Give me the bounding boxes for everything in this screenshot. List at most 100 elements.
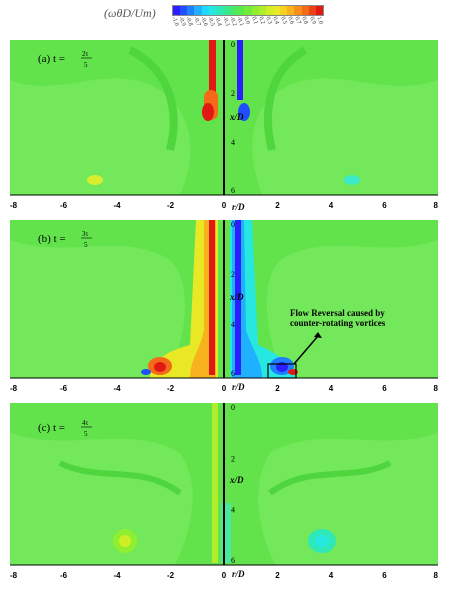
vortex-blob	[87, 175, 103, 185]
colorbar-swatch	[180, 6, 188, 15]
colorbar-swatch	[237, 6, 245, 15]
y-tick-label: 2	[231, 89, 235, 98]
colorbar	[172, 5, 324, 16]
panel-a: -8 -6 -4 -2 0 2 4 6 8 0 2 4 6 r/D x/D (a) t = 2τ 5	[10, 40, 439, 212]
x-tick-label: 8	[434, 384, 439, 393]
y-tick-label: 4	[231, 138, 235, 147]
panel-label: (c) t = 4τ 5	[38, 419, 92, 438]
y-tick-label: 0	[231, 403, 235, 412]
colorbar-swatch	[194, 6, 202, 15]
shear-layer-positive	[209, 220, 215, 375]
x-tick-label: -4	[113, 384, 121, 393]
shear-layer-negative	[221, 503, 231, 563]
vortex-blob	[344, 175, 360, 185]
annotation-line-1: Flow Reversal caused by	[290, 308, 385, 318]
x-tick-label: 8	[434, 201, 439, 210]
x-tick-label: 0	[222, 201, 227, 210]
x-tick-labels: -8 -6 -4 -2 0 2 4 6 8	[10, 201, 439, 210]
contour-band	[268, 460, 392, 496]
svg-text:4τ: 4τ	[82, 419, 89, 427]
x-tick-label: -8	[10, 384, 18, 393]
y-axis-label: x/D	[229, 475, 244, 485]
contour-region	[252, 78, 438, 195]
x-tick-label: 6	[382, 201, 387, 210]
vortex-core-negative	[238, 103, 250, 121]
colorbar-swatch	[222, 6, 231, 15]
flow-reversal-annotation: Flow Reversal caused by counter-rotating…	[290, 308, 385, 328]
x-tick-label: 0	[222, 384, 227, 393]
x-tick-label: -2	[167, 201, 175, 210]
vortex-core-positive	[202, 103, 214, 121]
shear-layer-negative	[235, 220, 241, 375]
contour-band	[58, 460, 182, 496]
colorbar-swatch	[173, 6, 181, 15]
colorbar-ticks: -1.0 -0.9 -0.8 -0.7 -0.6 -0.5 -0.4 -0.3 -0.2 -0.1…	[170, 16, 324, 42]
y-tick-label: 4	[231, 506, 235, 515]
y-tick-labels: 0 2 4 6	[231, 40, 235, 195]
svg-text:5: 5	[84, 430, 88, 438]
y-tick-label: 2	[231, 454, 235, 463]
svg-text:5: 5	[84, 241, 88, 249]
colorbar-swatch	[208, 6, 216, 15]
contour-region	[258, 433, 438, 565]
shear-layer-negative	[237, 40, 243, 100]
contour-region	[10, 433, 193, 565]
y-tick-label: 0	[231, 40, 235, 49]
x-axis-label: r/D	[232, 202, 245, 212]
x-tick-label: -8	[10, 571, 18, 580]
shear-layer-positive	[209, 40, 216, 100]
colorbar-tick-label: 1.0	[315, 16, 324, 26]
arrow-head	[314, 332, 322, 338]
x-axis-label: r/D	[232, 569, 245, 579]
x-tick-label: -6	[60, 571, 68, 580]
svg-text:(a) t =: (a) t =	[38, 53, 65, 65]
x-tick-label: 2	[275, 384, 280, 393]
colorbar-swatch	[294, 6, 302, 15]
x-tick-label: -6	[60, 201, 68, 210]
vortex-blob	[119, 535, 131, 547]
svg-text:(c) t =: (c) t =	[38, 422, 65, 434]
panel-b: -8 -6 -4 -2 0 2 4 6 8 0 2 4 6 r/D x/D (b) t = 3τ 5	[10, 220, 439, 393]
y-tick-label: 6	[231, 186, 235, 195]
colorbar-swatch	[272, 6, 281, 15]
colorbar-swatch	[308, 6, 316, 15]
y-tick-labels: 0 2 4 6	[231, 403, 235, 565]
x-tick-label: 4	[329, 201, 334, 210]
colorbar-swatch	[215, 6, 223, 15]
x-tick-label: 4	[329, 384, 334, 393]
vortex-core-positive	[154, 362, 166, 372]
x-tick-label: 6	[382, 571, 387, 580]
colorbar-label: (ωθD/Um)	[104, 6, 156, 20]
secondary-vortex	[141, 369, 151, 375]
y-tick-label: 6	[231, 369, 235, 378]
y-tick-label: 4	[231, 320, 235, 329]
x-axis-label: r/D	[232, 382, 245, 392]
x-tick-label: 6	[382, 384, 387, 393]
x-tick-label: 4	[329, 571, 334, 580]
x-tick-label: 8	[434, 571, 439, 580]
x-tick-label: -2	[167, 571, 175, 580]
colorbar-swatch	[315, 6, 323, 15]
x-tick-label: -4	[113, 571, 121, 580]
panel-label: (a) t = 2τ 5	[38, 50, 92, 69]
colorbar-swatch	[280, 6, 288, 15]
contour-region-positive	[150, 220, 218, 378]
y-tick-label: 0	[231, 220, 235, 229]
svg-text:2τ: 2τ	[82, 50, 89, 58]
shear-layer-positive	[212, 403, 218, 563]
x-tick-label: -2	[167, 384, 175, 393]
y-tick-label: 6	[231, 556, 235, 565]
x-tick-label: -6	[60, 384, 68, 393]
contour-region	[10, 78, 191, 195]
x-tick-label: 2	[275, 571, 280, 580]
x-tick-label: -8	[10, 201, 18, 210]
panel-c: -8 -6 -4 -2 0 2 4 6 8 0 2 4 6 r/D x/D (c) t = 4τ 5	[10, 403, 439, 580]
y-axis-label: x/D	[229, 112, 244, 122]
contour-band	[128, 46, 178, 151]
colorbar-swatch	[265, 6, 273, 15]
colorbar-swatch	[251, 6, 259, 15]
y-axis-label: x/D	[229, 292, 244, 302]
contour-band	[264, 46, 308, 151]
svg-text:5: 5	[84, 61, 88, 69]
x-tick-label: -4	[113, 201, 121, 210]
